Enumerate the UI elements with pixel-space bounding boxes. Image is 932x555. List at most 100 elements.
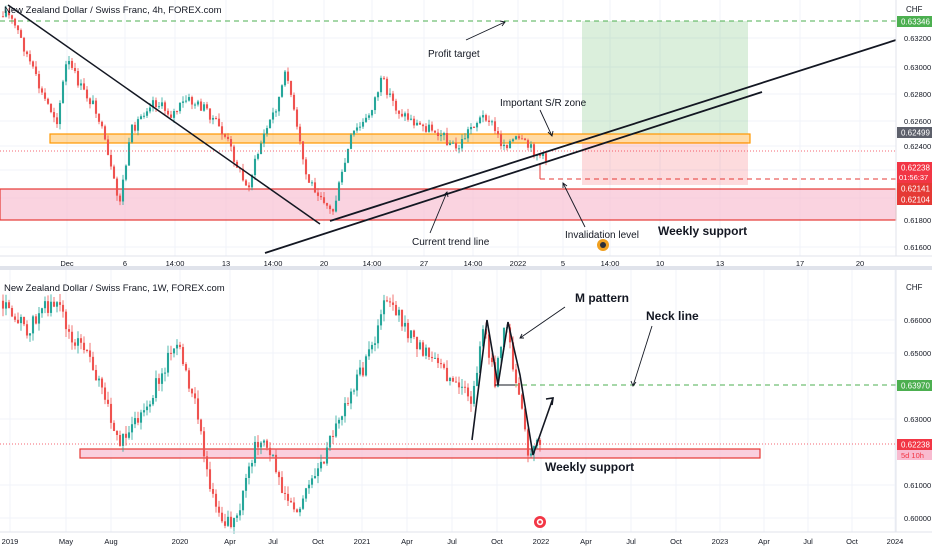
top-candle [391, 93, 395, 101]
bottom-candle [214, 493, 218, 507]
top-candle [97, 113, 101, 122]
top-candle [202, 104, 206, 111]
top-candle [85, 89, 89, 99]
bottom-x-axis[interactable]: 2019 May Aug 2020 Apr Jul Oct 2021 Apr Jul Oct 2022… [2, 537, 904, 546]
top-y-tick-label: 0.63000 [904, 63, 931, 72]
top-candle [70, 60, 74, 68]
bottom-x-tick-label: Jul [268, 537, 278, 546]
top-candle [31, 61, 35, 67]
panel-separator[interactable] [0, 266, 932, 270]
bottom-candle [340, 416, 344, 420]
event-icon-bottom[interactable] [534, 516, 546, 528]
top-candle [22, 37, 26, 52]
bottom-chart-title: New Zealand Dollar / Swiss Franc, 1W, FO… [4, 283, 225, 294]
bottom-candle [211, 489, 215, 494]
bottom-candle [439, 363, 443, 365]
bottom-candle [517, 383, 521, 395]
bottom-candle [226, 516, 230, 526]
top-y-tick-label: 0.61600 [904, 243, 931, 252]
neckline-price-label: 0.63970 [901, 382, 930, 391]
top-candle [511, 139, 515, 142]
bottom-candle [388, 301, 392, 303]
bottom-candle [193, 393, 197, 399]
bottom-y-tick-label: 0.63000 [904, 415, 931, 424]
top-candle [520, 138, 524, 140]
bottom-candle [382, 300, 386, 315]
bottom-candle [184, 364, 188, 371]
top-annotation-arrows [429, 20, 586, 234]
bottom-candle [298, 508, 302, 513]
bottom-y-axis[interactable]: 0.66000 0.65000 0.63000 0.61000 0.60000 [904, 316, 931, 523]
bottom-candle [127, 432, 131, 438]
bottom-candle [355, 374, 359, 391]
top-candle [298, 126, 302, 142]
top-candle [61, 81, 65, 103]
bottom-candle [4, 302, 8, 309]
top-candle [379, 77, 383, 93]
top-x-tick-label: 17 [796, 259, 804, 268]
top-x-axis[interactable]: Dec 6 14:00 13 14:00 20 14:00 27 14:00 2022 5 14:00… [60, 259, 864, 268]
top-candle [514, 136, 518, 140]
bottom-y-tick-label: 0.60000 [904, 514, 931, 523]
bottom-currency-label: CHF [906, 283, 923, 292]
m-pattern-arrowhead [545, 397, 554, 406]
bottom-candle [328, 435, 332, 448]
top-candle [262, 133, 266, 144]
top-candle [13, 18, 17, 26]
top-candle [1, 16, 5, 18]
bottom-candle [148, 404, 152, 407]
bottom-candle [262, 440, 266, 443]
bottom-candle [94, 369, 98, 381]
bottom-x-tick-label: 2019 [2, 537, 19, 546]
top-candle [187, 97, 191, 101]
bottom-plot-area[interactable] [0, 270, 896, 532]
top-candle [415, 122, 419, 126]
top-candle [148, 107, 152, 112]
top-candle [397, 110, 401, 114]
top-x-tick-label: 6 [123, 259, 127, 268]
top-candle [499, 134, 503, 147]
bottom-candle [472, 385, 476, 404]
bottom-x-tick-label: Aug [104, 537, 117, 546]
bottom-candle [523, 408, 527, 430]
top-candle [64, 64, 68, 82]
top-x-tick-label: 14:00 [464, 259, 483, 268]
top-candle [67, 60, 71, 65]
top-candle [508, 141, 512, 149]
top-candle [58, 102, 62, 125]
bottom-candle [391, 302, 395, 305]
bottom-candle [406, 322, 410, 339]
top-y-tick-label: 0.62600 [904, 117, 931, 126]
bottom-candle [331, 435, 335, 437]
top-y-axis[interactable]: 0.63200 0.63000 0.62800 0.62600 0.62400 0.622… [904, 34, 931, 252]
bottom-candle [172, 348, 176, 354]
bottom-candle [67, 329, 71, 332]
top-candle [226, 136, 230, 140]
top-candle [7, 10, 11, 16]
bottom-candle [451, 377, 455, 382]
annotation-weekly-support-top: Weekly support [658, 224, 747, 238]
top-candle [502, 144, 506, 147]
top-candle [481, 115, 485, 118]
top-candle [388, 93, 392, 95]
bottom-candle [373, 343, 377, 345]
bottom-candle [247, 466, 251, 478]
event-icon-top[interactable] [597, 239, 609, 251]
top-candle [166, 110, 170, 115]
top-candle [283, 71, 287, 86]
bottom-candle [418, 342, 422, 350]
top-x-tick-label: Dec [60, 259, 74, 268]
bottom-candle [145, 406, 149, 411]
top-x-tick-label: 13 [716, 259, 724, 268]
bottom-candle [91, 356, 95, 370]
top-candle [385, 78, 389, 95]
top-currency-label: CHF [906, 5, 923, 14]
bottom-candle [70, 331, 74, 343]
top-candle [370, 110, 374, 116]
top-candle [478, 117, 482, 124]
bottom-candle [43, 301, 47, 309]
bottom-x-tick-label: Oct [491, 537, 504, 546]
invalidation-price-label: 0.62141 [901, 185, 930, 194]
top-x-tick-label: 10 [656, 259, 664, 268]
bottom-candle [322, 461, 326, 464]
